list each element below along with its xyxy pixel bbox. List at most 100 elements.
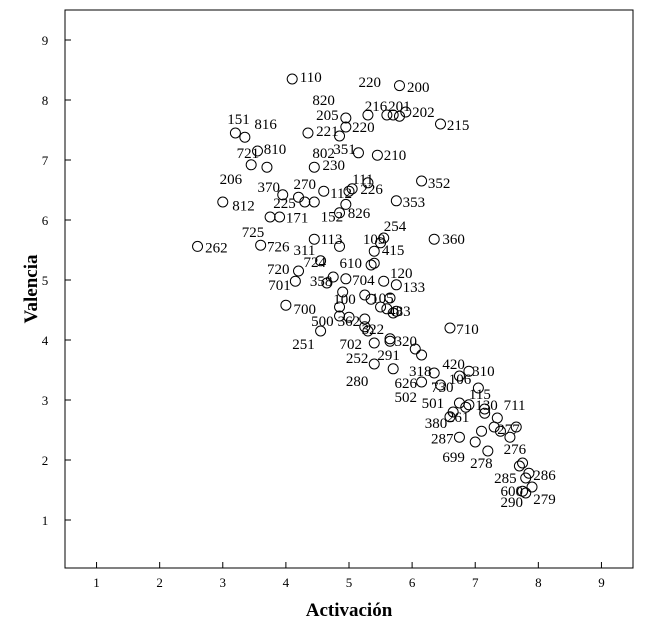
point-label: 111 [352, 172, 373, 188]
point-label: 724 [304, 255, 327, 271]
data-point [479, 403, 491, 415]
data-points [192, 73, 538, 499]
y-tick-label: 7 [42, 153, 49, 168]
point-label: 215 [447, 118, 470, 134]
data-point [343, 185, 355, 197]
point-label: 351 [333, 142, 356, 158]
point-label: 252 [346, 351, 369, 367]
data-point [337, 286, 349, 298]
point-label: 216 [365, 99, 388, 115]
data-point [472, 382, 484, 394]
data-point [255, 239, 267, 251]
point-label: 311 [293, 243, 315, 259]
point-label: 726 [267, 239, 290, 255]
data-point [359, 313, 371, 325]
point-label: 362 [338, 314, 361, 330]
point-label: 826 [348, 206, 371, 222]
point-label: 113 [321, 232, 343, 248]
point-label: 701 [268, 278, 291, 294]
point-label: 200 [407, 80, 430, 96]
data-point [479, 407, 491, 419]
point-label: 725 [242, 225, 265, 241]
data-point [520, 487, 532, 499]
data-point [368, 358, 380, 370]
data-point [453, 370, 465, 382]
data-point [375, 237, 387, 249]
data-point [494, 425, 506, 437]
point-label: 226 [360, 182, 383, 198]
x-tick-label: 4 [283, 575, 290, 590]
point-label: 318 [409, 364, 432, 380]
data-point [517, 485, 529, 497]
point-label: 360 [442, 232, 465, 248]
data-point [229, 127, 241, 139]
data-point [526, 481, 538, 493]
data-point [359, 289, 371, 301]
point-label: 286 [533, 468, 556, 484]
point-label: 626 [394, 376, 417, 392]
data-point [520, 472, 532, 484]
data-point [365, 259, 377, 271]
data-point [365, 293, 377, 305]
data-point [245, 159, 257, 171]
x-tick-label: 2 [156, 575, 163, 590]
data-point [384, 292, 396, 304]
point-label: 221 [316, 124, 339, 140]
data-point [428, 367, 440, 379]
point-label: 600 [500, 484, 523, 500]
x-tick-label: 6 [409, 575, 416, 590]
point-label: 130 [475, 398, 498, 414]
point-label: 699 [442, 450, 465, 466]
point-label: 262 [205, 241, 228, 257]
point-label: 501 [422, 396, 445, 412]
data-point [286, 73, 298, 85]
x-axis: 1 2 3 4 5 6 7 8 9 [93, 562, 605, 590]
data-point [393, 80, 405, 92]
point-label: 280 [346, 374, 369, 390]
data-point [435, 118, 447, 130]
point-label: 210 [384, 148, 407, 164]
data-point [289, 275, 301, 287]
data-point [362, 177, 374, 189]
data-point [321, 277, 333, 289]
data-point [346, 183, 358, 195]
point-label: 201 [388, 99, 411, 115]
data-point [517, 457, 529, 469]
point-label: 100 [333, 292, 356, 308]
data-point [340, 121, 352, 133]
data-point [261, 161, 273, 173]
data-point [334, 301, 346, 313]
point-label: 812 [232, 199, 255, 215]
data-point [463, 365, 475, 377]
point-label: 171 [286, 211, 309, 227]
data-point [387, 307, 399, 319]
data-point [416, 376, 428, 388]
point-label: 277 [497, 422, 520, 438]
point-label: 320 [394, 334, 417, 350]
point-label: 115 [469, 387, 491, 403]
data-point [504, 431, 516, 443]
point-label: 205 [316, 108, 339, 124]
data-point [384, 333, 396, 345]
y-tick-label: 8 [42, 93, 49, 108]
point-label: 721 [237, 146, 260, 162]
data-point [299, 196, 311, 208]
point-label: 610 [340, 256, 363, 272]
data-point [476, 425, 488, 437]
data-point [308, 161, 320, 173]
point-label: 502 [394, 390, 417, 406]
y-axis-title: Valencia [21, 254, 42, 323]
point-label: 220 [358, 75, 381, 91]
point-label: 820 [312, 93, 335, 109]
data-point [251, 145, 263, 157]
point-label: 380 [425, 416, 448, 432]
data-point [308, 196, 320, 208]
point-label: 202 [412, 105, 435, 121]
point-label: 711 [504, 398, 526, 414]
point-label: 278 [470, 456, 493, 472]
data-point [390, 195, 402, 207]
data-point [513, 460, 525, 472]
x-tick-label: 5 [346, 575, 353, 590]
point-label: 710 [456, 322, 479, 338]
point-label: 702 [340, 337, 363, 353]
